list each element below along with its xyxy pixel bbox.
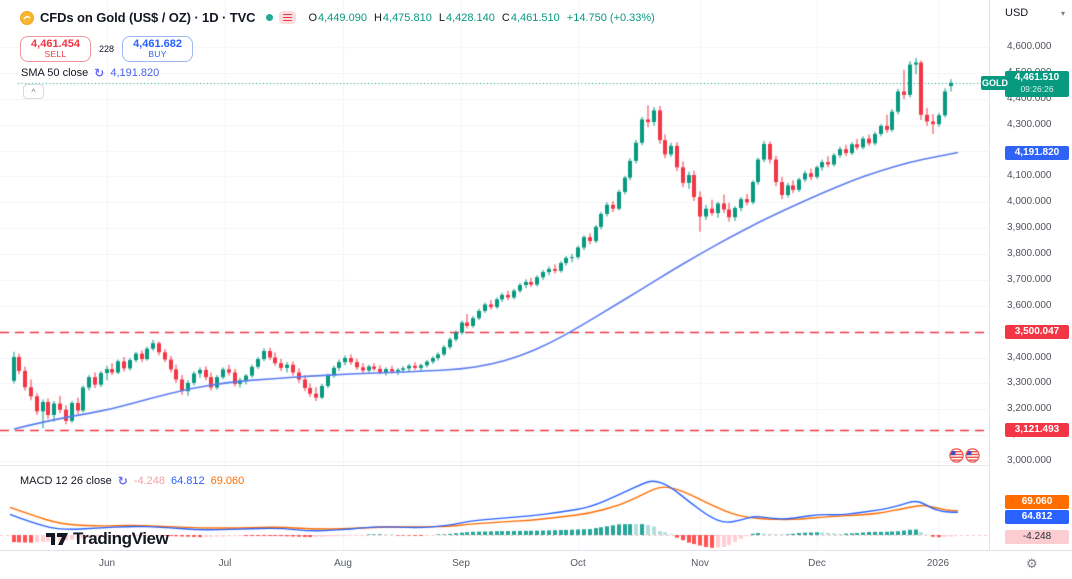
macd-legend[interactable]: MACD 12 26 close ↻ -4.248 64.812 69.060 (20, 475, 244, 487)
tradingview-logo-icon (46, 533, 68, 545)
time-axis-label: Oct (570, 558, 586, 569)
buy-label: BUY (148, 49, 167, 60)
currency-selector[interactable]: USD ▾ (1005, 7, 1065, 19)
gold-coin-icon (20, 10, 34, 25)
time-axis-label: Aug (334, 558, 352, 569)
buy-button[interactable]: 4,461.682 BUY (122, 36, 194, 62)
price-axis-label: 4,100.000 (1007, 170, 1052, 182)
market-status-icon[interactable] (266, 14, 274, 21)
price-axis-label: 3,400.000 (1007, 351, 1052, 363)
time-axis-label: 2026 (926, 558, 950, 569)
economic-event-flags (949, 448, 980, 463)
macd-line-badge: 64.812 (1005, 510, 1069, 524)
price-axis-label: 3,800.000 (1007, 248, 1052, 259)
sma-price-badge: 4,191.820 (1005, 145, 1069, 160)
macd-chart-canvas[interactable] (0, 466, 989, 550)
sma-legend-value: 4,191.820 (110, 67, 160, 79)
sma-legend-title: SMA 50 close (21, 67, 89, 79)
collapse-legend-button[interactable]: ^ (23, 84, 44, 99)
ohlc-readout: O4,449.090 H4,475.810 L4,428.140 C4,461.… (308, 11, 655, 24)
price-axis-label: 3,700.000 (1007, 273, 1052, 285)
macd-legend-title: MACD 12 26 close (20, 475, 112, 487)
macd-signal-value: 69.060 (210, 475, 245, 487)
pane-separator[interactable] (0, 465, 1072, 466)
us-flag-event-icon[interactable] (949, 448, 964, 463)
price-axis-label: 4,400.000 (1007, 92, 1052, 104)
countdown-timer: 09:26:26 (1020, 83, 1054, 94)
time-axis-label: Jul (218, 558, 232, 569)
tradingview-logo-text: TradingView (73, 529, 169, 548)
trade-panel: 4,461.454 SELL 228 4,461.682 BUY (20, 36, 194, 62)
price-change: +14.750 (+0.33%) (566, 11, 655, 24)
indicator-source-icon: ↻ (94, 66, 105, 80)
gear-icon[interactable]: ⚙ (1026, 556, 1038, 571)
buy-price: 4,461.682 (133, 37, 182, 50)
currency-label: USD (1005, 7, 1029, 19)
indicator-source-icon: ↻ (117, 474, 128, 488)
spread-value: 228 (99, 44, 115, 54)
price-axis[interactable]: USD ▾ 4,600.0004,500.0004,400.0004,300.0… (989, 0, 1072, 550)
time-axis-label: Jun (98, 558, 116, 569)
price-axis-label: 3,300.000 (1007, 377, 1052, 389)
time-axis-label: Sep (452, 558, 470, 569)
level-price-badge: 3,121.493 (1005, 422, 1069, 437)
sell-price: 4,461.454 (31, 37, 80, 50)
price-axis-label: 3,600.000 (1007, 299, 1052, 311)
macd-hist-value: -4.248 (133, 475, 165, 487)
symbol-price-tag: GOLD (981, 75, 1009, 90)
hot-list-icon[interactable] (279, 11, 297, 24)
sell-label: SELL (44, 49, 67, 60)
level-price-badge: 3,500.047 (1005, 324, 1069, 339)
price-axis-label: 4,000.000 (1007, 196, 1052, 208)
price-chart-canvas[interactable] (0, 0, 989, 466)
sma-legend[interactable]: SMA 50 close ↻ 4,191.820 (21, 67, 159, 79)
price-axis-label: 4,600.000 (1007, 41, 1052, 52)
chevron-down-icon: ▾ (1060, 8, 1065, 18)
time-axis-label: Dec (808, 558, 826, 569)
time-axis[interactable]: Jun Jul Aug Sep Oct Nov Dec 2026 ⚙ (0, 550, 1072, 579)
macd-signal-badge: 69.060 (1005, 495, 1069, 509)
chart-legend-header: CFDs on Gold (US$ / OZ) · 1D · TVC O4,44… (20, 10, 655, 25)
macd-hist-badge: -4.248 (1005, 530, 1069, 544)
us-flag-event-icon[interactable] (965, 448, 980, 463)
price-axis-label: 3,900.000 (1007, 222, 1052, 234)
price-axis-label: 3,000.000 (1007, 455, 1052, 466)
sell-button[interactable]: 4,461.454 SELL (20, 36, 91, 62)
price-axis-label: 4,300.000 (1007, 118, 1052, 130)
tradingview-logo[interactable]: TradingView (46, 529, 169, 549)
symbol-title[interactable]: CFDs on Gold (US$ / OZ) · 1D · TVC (40, 10, 256, 25)
macd-line-value: 64.812 (170, 475, 205, 487)
current-price-badge: 4,461.510 09:26:26 (1005, 70, 1069, 97)
time-axis-label: Nov (691, 558, 709, 569)
price-axis-label: 3,200.000 (1007, 403, 1052, 415)
